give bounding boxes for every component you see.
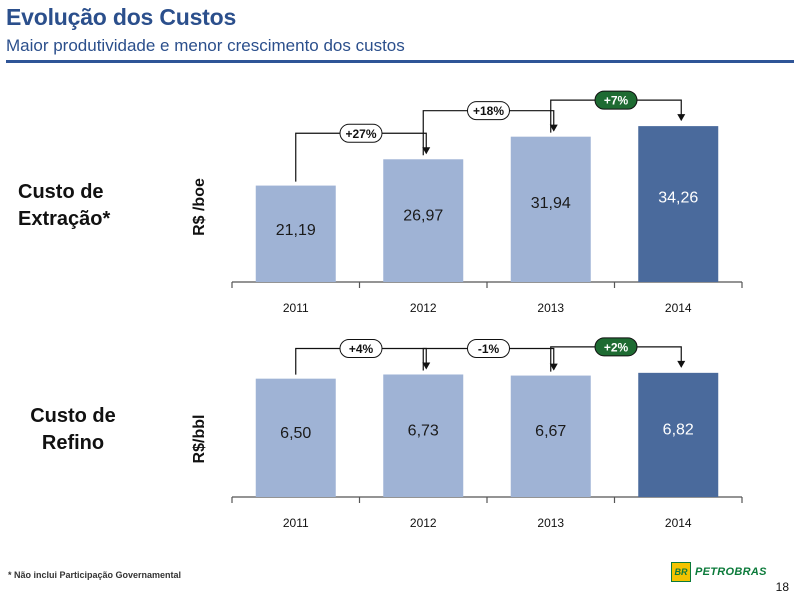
bar-2014 [638, 126, 719, 282]
bar-2012 [383, 374, 464, 497]
section-label-extraction-line2: Extração* [18, 208, 111, 230]
bar-value-label: 6,67 [535, 423, 566, 440]
change-badge [467, 338, 510, 358]
arrowhead-icon [677, 360, 686, 368]
page-title: Evolução dos Custos [6, 4, 237, 30]
section-label-extraction-line1: Custo de [18, 181, 104, 203]
x-tick-label: 2011 [283, 301, 309, 315]
section-label-extraction: Custo de Extração* [18, 179, 128, 233]
x-tick-label: 2014 [665, 301, 692, 315]
section-label-refining-line1: Custo de [30, 405, 116, 427]
change-badge [339, 123, 383, 143]
arrowhead-icon [422, 362, 431, 370]
br-logo-icon: BR [671, 562, 691, 582]
x-tick-label: 2014 [665, 516, 692, 530]
logo-text: PETROBRAS [695, 566, 767, 578]
change-badge [594, 337, 638, 357]
x-tick-label: 2011 [283, 516, 309, 530]
title-divider [6, 60, 794, 63]
x-tick-label: 2013 [537, 301, 564, 315]
arrowhead-icon [677, 114, 686, 122]
page-number: 18 [775, 580, 789, 594]
change-badge-label: -1% [478, 342, 500, 356]
bar-value-label: 34,26 [658, 189, 698, 206]
change-badge-label: +18% [473, 104, 504, 118]
section-label-refining-line2: Refino [41, 432, 105, 454]
section-label-refining: Custo de Refino [18, 403, 128, 457]
bar-value-label: 26,97 [403, 208, 443, 225]
arrowhead-icon [549, 124, 558, 132]
bar-2013 [510, 136, 591, 282]
bar-value-label: 6,82 [663, 422, 694, 439]
bar-2013 [510, 375, 591, 497]
change-badge [594, 90, 638, 110]
bar-2011 [255, 185, 336, 282]
bar-2012 [383, 159, 464, 282]
x-tick-label: 2012 [410, 301, 437, 315]
footnote: * Não inclui Participação Governamental [8, 570, 182, 580]
change-badge [467, 101, 510, 121]
change-badge-label: +27% [345, 127, 376, 141]
x-tick-label: 2012 [410, 516, 437, 530]
arrowhead-icon [549, 363, 558, 371]
change-badge-label: +7% [604, 94, 629, 108]
chart-panel-1: 6,50 2011 6,73 2012 6,67 2013 6,82 2014 +4% -1% +2… [231, 337, 743, 530]
bar-value-label: 31,94 [531, 195, 571, 212]
arrowhead-icon [422, 147, 431, 155]
page-subtitle: Maior produtividade e menor crescimento … [6, 36, 405, 55]
change-badge [339, 338, 383, 358]
change-badge-label: +2% [604, 340, 629, 354]
petrobras-logo: BR PETROBRAS [671, 562, 767, 582]
bar-value-label: 6,73 [408, 423, 439, 440]
bar-2014 [638, 372, 719, 497]
bar-2011 [255, 378, 336, 497]
logo-mark: BR [674, 567, 688, 577]
bar-value-label: 21,19 [276, 222, 316, 239]
bar-value-label: 6,50 [280, 425, 311, 442]
x-tick-label: 2013 [537, 516, 564, 530]
change-badge-label: +4% [349, 342, 374, 356]
chart-panel-0: 21,19 2011 26,97 2012 31,94 2013 34,26 2014 +27%… [231, 90, 743, 315]
